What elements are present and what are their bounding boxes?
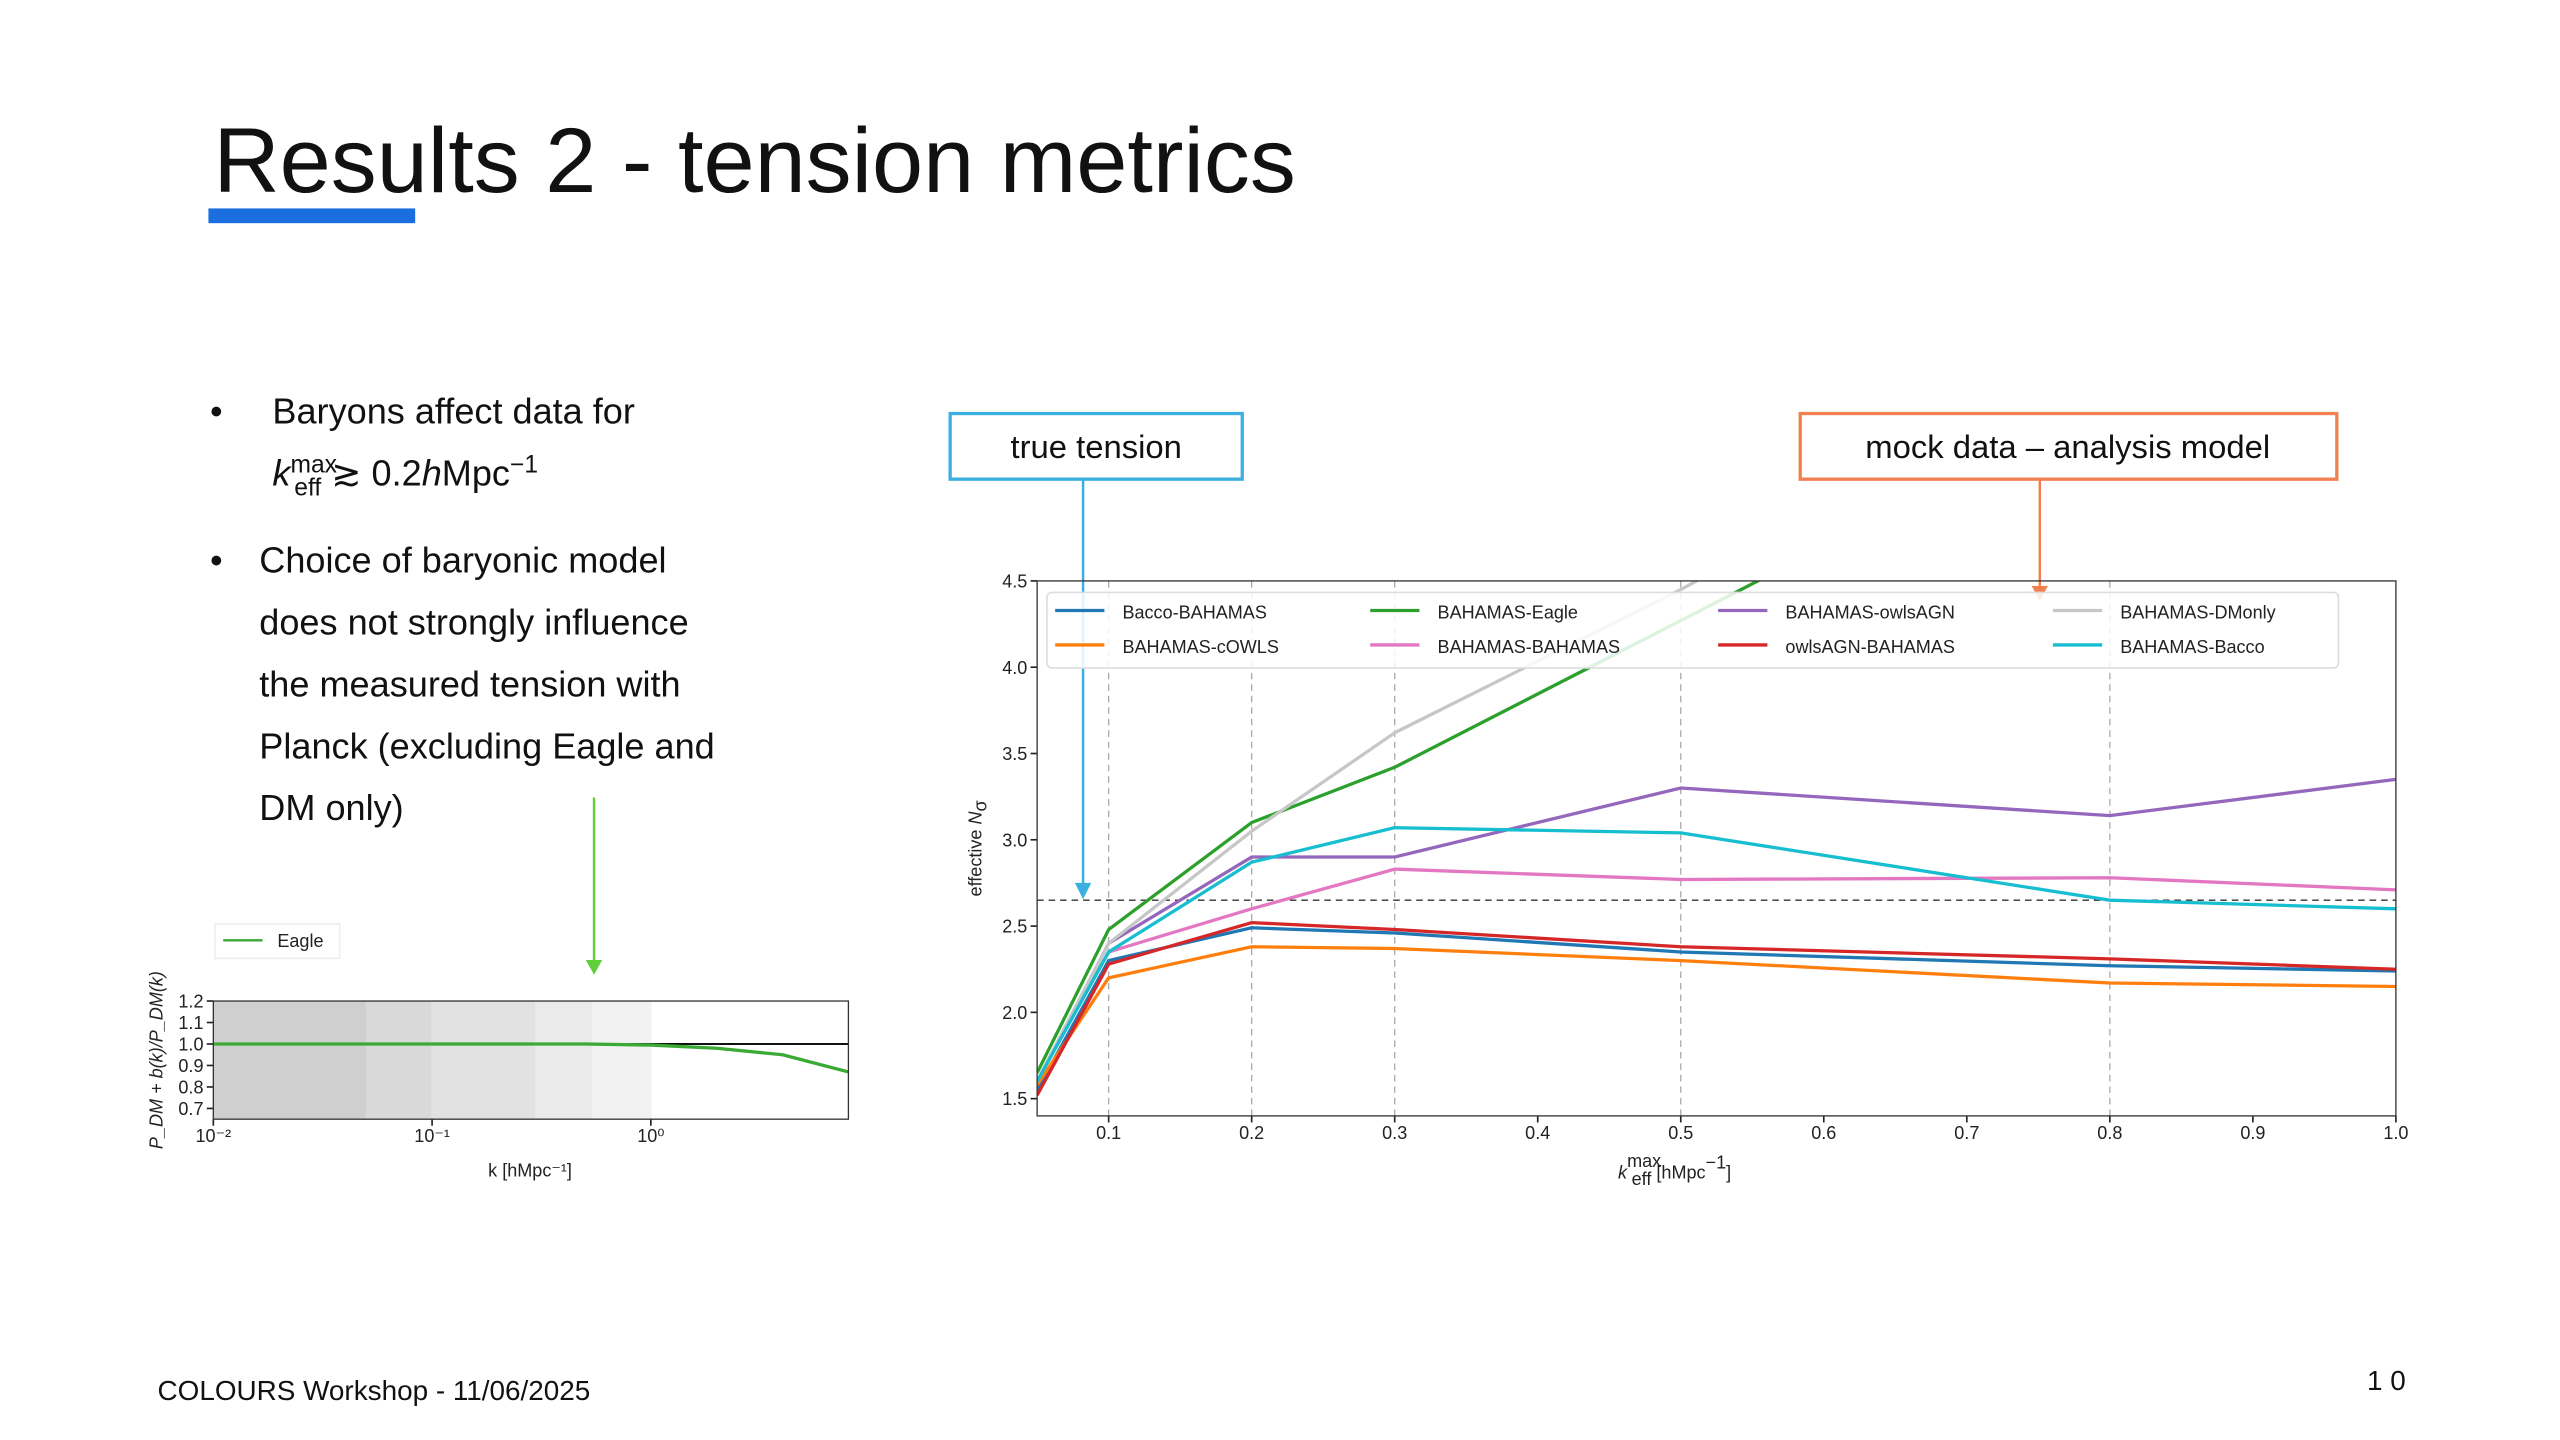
series-line bbox=[1037, 945, 2396, 1086]
legend-label: owlsAGN-BAHAMAS bbox=[1785, 637, 1954, 657]
bullet-dot: • bbox=[210, 390, 223, 431]
bullet-math: kmax eff ≳ 0.2hMpc−1 bbox=[272, 452, 538, 502]
bullet-dot: • bbox=[210, 540, 223, 581]
band bbox=[534, 1001, 593, 1120]
series-line bbox=[1037, 867, 2396, 1083]
band bbox=[213, 1001, 366, 1120]
x-tick-label: 0.8 bbox=[2097, 1123, 2122, 1143]
plot-frame bbox=[212, 1000, 850, 1120]
legend-box bbox=[1046, 591, 2340, 669]
x-axis-label: k [hMpc⁻¹] bbox=[488, 1161, 572, 1181]
series-line bbox=[1037, 920, 2396, 1096]
y-axis-label: effective Nσ bbox=[965, 800, 990, 896]
x-tick-label: 0.1 bbox=[1096, 1123, 1121, 1143]
annotation: true tension bbox=[1010, 428, 1181, 465]
y-tick-label: 1.2 bbox=[178, 992, 203, 1012]
page-number: 1 0 bbox=[2367, 1365, 2406, 1396]
series-line bbox=[1037, 826, 2396, 1083]
x-tick-label: 0.2 bbox=[1239, 1123, 1264, 1143]
legend-label: Eagle bbox=[277, 931, 323, 951]
y-axis-label: P_DM + b(k)/P_DM(k) bbox=[146, 971, 166, 1149]
x-tick-label: 10⁰ bbox=[637, 1126, 664, 1146]
series-line bbox=[1037, 580, 1762, 1074]
bullets: • Baryons affect data for kmax eff ≳ 0.2h… bbox=[210, 390, 715, 828]
annotation: mock data – analysis model bbox=[1865, 428, 2270, 465]
plot-frame bbox=[1036, 580, 2397, 1117]
y-tick-label: 4.5 bbox=[1002, 571, 1027, 591]
band bbox=[365, 1001, 432, 1120]
x-tick-label: 0.5 bbox=[1668, 1123, 1693, 1143]
x-axis-label: kmax eff [hMpc−1] bbox=[1618, 1151, 1731, 1189]
y-tick-label: 4.0 bbox=[1002, 658, 1027, 678]
x-tick-label: 0.9 bbox=[2240, 1123, 2265, 1143]
x-tick-label: 0.3 bbox=[1382, 1123, 1407, 1143]
legend-label: BAHAMAS-DMonly bbox=[2120, 603, 2275, 623]
bullet-line: DM only) bbox=[259, 787, 403, 828]
bullet-line: does not strongly influence bbox=[259, 602, 688, 643]
y-tick-label: 0.7 bbox=[178, 1099, 203, 1119]
legend-box bbox=[214, 923, 341, 960]
bullet-text: Baryons affect data for bbox=[272, 390, 635, 431]
legend-label: Bacco-BAHAMAS bbox=[1122, 603, 1266, 623]
bullet-text: Choice of baryonic model does not strongl… bbox=[259, 540, 714, 828]
x-tick-label: 1.0 bbox=[2383, 1123, 2408, 1143]
y-tick-label: 1.1 bbox=[178, 1013, 203, 1033]
x-tick-label: 0.7 bbox=[1954, 1123, 1979, 1143]
band bbox=[431, 1001, 535, 1120]
annotation-box bbox=[1798, 411, 2339, 481]
bullet-line: Planck (excluding Eagle and bbox=[259, 725, 714, 766]
bullet-line: the measured tension with bbox=[259, 663, 680, 704]
legend-label: BAHAMAS-cOWLS bbox=[1122, 637, 1278, 657]
legend-label: BAHAMAS-owlsAGN bbox=[1785, 603, 1954, 623]
y-tick-label: 0.8 bbox=[178, 1078, 203, 1098]
x-tick-label: 10⁻² bbox=[196, 1126, 232, 1146]
main-chart: 1.5 2.0 2.5 3.0 3.5 4.0 4.5 0.1 0.2 0.3 0.4 0.5 0.6 0… bbox=[965, 571, 2408, 1189]
y-tick-label: 1.5 bbox=[1002, 1089, 1027, 1109]
x-tick-label: 0.4 bbox=[1525, 1123, 1550, 1143]
title-underline bbox=[208, 208, 416, 224]
y-tick-label: 3.0 bbox=[1002, 830, 1027, 850]
y-tick-label: 0.9 bbox=[178, 1056, 203, 1076]
inset-chart: 0.70.80.91.01.11.2 10⁻² 10⁻¹ 10⁰ Eagle P_DM +… bbox=[146, 923, 850, 1181]
y-tick-label: 2.0 bbox=[1002, 1003, 1027, 1023]
footer: COLOURS Workshop - 11/06/2025 bbox=[158, 1375, 591, 1406]
series-line bbox=[1037, 580, 1701, 1083]
annotation-box bbox=[948, 411, 1244, 481]
slide-title: Results 2 - tension metrics bbox=[213, 110, 1295, 212]
legend-label: BAHAMAS-Bacco bbox=[2120, 637, 2264, 657]
x-tick-label: 10⁻¹ bbox=[414, 1126, 450, 1146]
bullet-line: Choice of baryonic model bbox=[259, 540, 666, 581]
series-line bbox=[1037, 926, 2396, 1091]
legend-label: BAHAMAS-Eagle bbox=[1438, 603, 1578, 623]
legend-label: BAHAMAS-BAHAMAS bbox=[1438, 637, 1621, 657]
band bbox=[592, 1001, 652, 1120]
arrowhead bbox=[1074, 882, 1092, 900]
arrowhead bbox=[585, 960, 603, 975]
y-tick-label: 2.5 bbox=[1002, 917, 1027, 937]
series-line bbox=[213, 1042, 849, 1074]
y-tick-label: 1.0 bbox=[178, 1035, 203, 1055]
y-tick-label: 3.5 bbox=[1002, 744, 1027, 764]
x-tick-label: 0.6 bbox=[1811, 1123, 1836, 1143]
